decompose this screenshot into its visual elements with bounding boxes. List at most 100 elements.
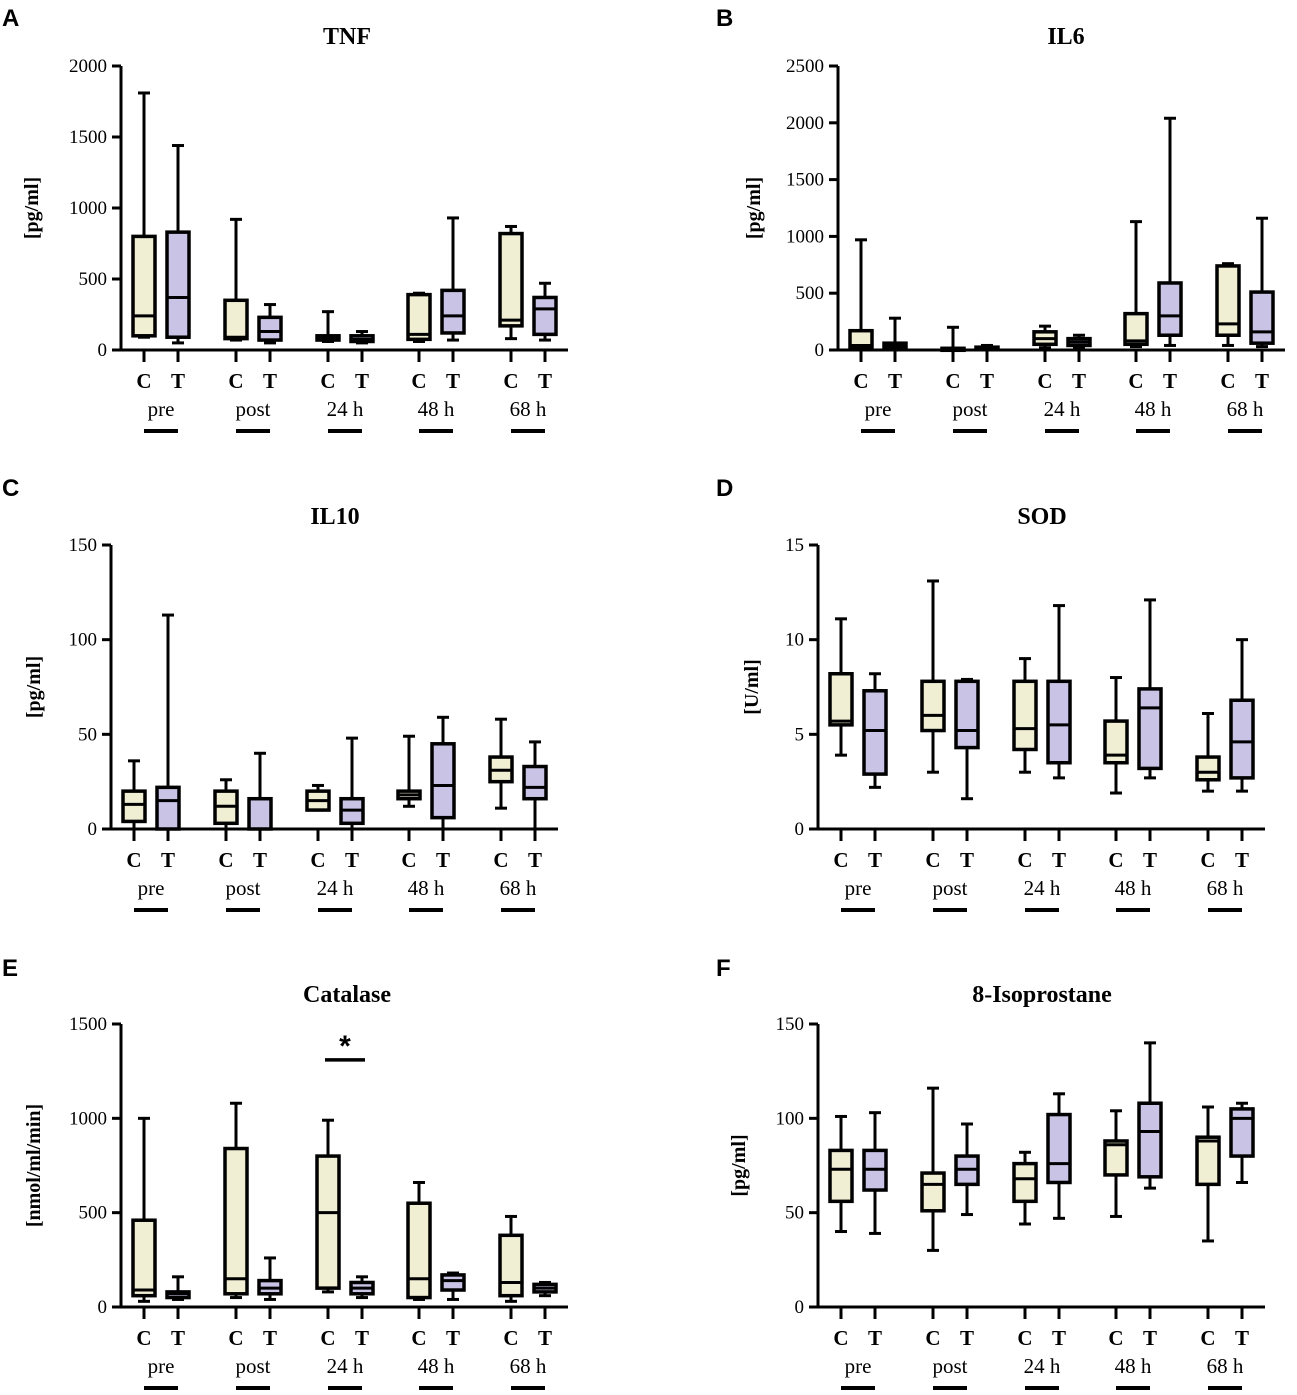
box-iqr bbox=[1249, 290, 1275, 345]
timepoint-label: 68 h bbox=[1207, 876, 1244, 900]
y-axis-label: [pg/ml] bbox=[23, 656, 45, 718]
box-c-68h bbox=[488, 717, 514, 810]
timepoint-label: 48 h bbox=[408, 876, 445, 900]
group-label: T bbox=[888, 369, 902, 393]
box-c-68h bbox=[1195, 1105, 1221, 1243]
group-label: C bbox=[218, 848, 233, 872]
group-label: C bbox=[1128, 369, 1143, 393]
box-iqr bbox=[828, 671, 854, 727]
timepoint-label: post bbox=[932, 1354, 967, 1378]
timepoint-label: pre bbox=[845, 876, 872, 900]
group-label: T bbox=[263, 369, 277, 393]
y-tick-label: 0 bbox=[815, 340, 825, 361]
box-c-24h bbox=[305, 783, 331, 812]
group-label: T bbox=[1072, 369, 1086, 393]
group-label: C bbox=[126, 848, 141, 872]
box-iqr bbox=[247, 796, 273, 831]
box-iqr bbox=[131, 234, 157, 338]
panel-letter: B bbox=[716, 5, 733, 32]
box-c-24h bbox=[1012, 1150, 1038, 1226]
chart-title: 8-Isoprostane bbox=[972, 982, 1112, 1008]
group-label: C bbox=[310, 848, 325, 872]
timepoint-label: 24 h bbox=[317, 876, 354, 900]
box-c-post bbox=[920, 1086, 946, 1252]
y-axis-label: [nmol/ml/min] bbox=[23, 1104, 45, 1227]
box-c-post bbox=[223, 1101, 249, 1300]
group-label: T bbox=[1255, 369, 1269, 393]
box-iqr bbox=[1046, 679, 1072, 765]
box-t-post bbox=[954, 1122, 980, 1217]
y-tick-label: 150 bbox=[69, 535, 98, 556]
group-label: C bbox=[503, 1326, 518, 1350]
box-iqr bbox=[1123, 311, 1149, 347]
box-iqr bbox=[1229, 1107, 1255, 1158]
group-label: C bbox=[228, 1326, 243, 1350]
box-c-post bbox=[223, 217, 249, 342]
timepoint-label: post bbox=[235, 1354, 270, 1378]
y-axis-label: [pg/ml] bbox=[728, 1134, 750, 1196]
group-label: T bbox=[1143, 1326, 1157, 1350]
chart-title: IL10 bbox=[310, 504, 359, 530]
y-tick-label: 150 bbox=[776, 1014, 805, 1035]
group-label: C bbox=[320, 1326, 335, 1350]
y-tick-label: 2000 bbox=[786, 113, 824, 134]
y-tick-label: 50 bbox=[78, 724, 97, 745]
y-tick-label: 1500 bbox=[69, 127, 107, 148]
box-iqr bbox=[862, 689, 888, 776]
box-iqr bbox=[532, 295, 558, 337]
y-tick-label: 2000 bbox=[69, 56, 107, 77]
group-label: C bbox=[833, 1326, 848, 1350]
group-label: T bbox=[980, 369, 994, 393]
chart-title: Catalase bbox=[303, 982, 391, 1008]
box-c-pre bbox=[828, 1114, 854, 1234]
box-t-24h bbox=[349, 1275, 375, 1300]
group-label: T bbox=[538, 1326, 552, 1350]
timepoint-label: 68 h bbox=[500, 876, 537, 900]
group-label: T bbox=[1163, 369, 1177, 393]
box-iqr bbox=[1137, 687, 1163, 771]
group-label: T bbox=[538, 369, 552, 393]
chart-title: IL6 bbox=[1047, 24, 1084, 50]
box-t-68h bbox=[532, 1280, 558, 1298]
group-label: C bbox=[1017, 848, 1032, 872]
group-label: T bbox=[868, 1326, 882, 1350]
box-c-24h bbox=[1012, 657, 1038, 774]
box-iqr bbox=[121, 789, 147, 824]
y-tick-label: 1500 bbox=[786, 170, 824, 191]
group-label: C bbox=[1220, 369, 1235, 393]
group-label: C bbox=[401, 848, 416, 872]
y-tick-label: 1500 bbox=[69, 1014, 107, 1035]
timepoint-label: post bbox=[225, 876, 260, 900]
group-label: C bbox=[853, 369, 868, 393]
box-c-pre bbox=[131, 91, 157, 339]
box-iqr bbox=[223, 298, 249, 341]
group-label: C bbox=[945, 369, 960, 393]
group-label: C bbox=[1017, 1326, 1032, 1350]
box-t-24h bbox=[1066, 333, 1092, 350]
group-label: T bbox=[446, 1326, 460, 1350]
panel-letter: E bbox=[2, 955, 18, 982]
box-iqr bbox=[155, 785, 181, 831]
box-t-pre bbox=[165, 1275, 191, 1301]
box-iqr bbox=[848, 328, 874, 351]
box-t-48h bbox=[440, 1271, 466, 1301]
box-c-68h bbox=[1195, 712, 1221, 793]
y-tick-label: 15 bbox=[785, 535, 804, 556]
group-label: C bbox=[503, 369, 518, 393]
group-label: T bbox=[1235, 1326, 1249, 1350]
box-c-post bbox=[920, 579, 946, 774]
box-t-24h bbox=[339, 736, 365, 831]
timepoint-label: 48 h bbox=[1135, 397, 1172, 421]
timepoint-label: pre bbox=[148, 397, 175, 421]
timepoint-label: 68 h bbox=[510, 397, 547, 421]
box-t-48h bbox=[1137, 598, 1163, 780]
timepoint-label: post bbox=[235, 397, 270, 421]
timepoint-label: 68 h bbox=[1227, 397, 1264, 421]
timepoint-label: 24 h bbox=[327, 1354, 364, 1378]
